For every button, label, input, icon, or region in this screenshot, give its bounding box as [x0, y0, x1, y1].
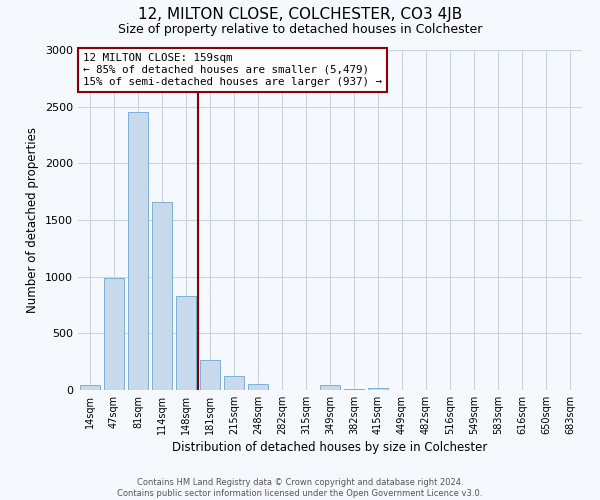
X-axis label: Distribution of detached houses by size in Colchester: Distribution of detached houses by size …: [172, 441, 488, 454]
Bar: [248, 384, 268, 390]
Bar: [80, 385, 100, 390]
Bar: [200, 360, 220, 390]
Bar: [128, 112, 148, 390]
Text: 12, MILTON CLOSE, COLCHESTER, CO3 4JB: 12, MILTON CLOSE, COLCHESTER, CO3 4JB: [138, 8, 462, 22]
Bar: [320, 386, 340, 390]
Bar: [104, 278, 124, 390]
Bar: [224, 376, 244, 390]
Bar: [176, 296, 196, 390]
Text: 12 MILTON CLOSE: 159sqm
← 85% of detached houses are smaller (5,479)
15% of semi: 12 MILTON CLOSE: 159sqm ← 85% of detache…: [83, 54, 382, 86]
Y-axis label: Number of detached properties: Number of detached properties: [26, 127, 40, 313]
Bar: [368, 388, 388, 390]
Text: Contains HM Land Registry data © Crown copyright and database right 2024.
Contai: Contains HM Land Registry data © Crown c…: [118, 478, 482, 498]
Bar: [152, 202, 172, 390]
Text: Size of property relative to detached houses in Colchester: Size of property relative to detached ho…: [118, 22, 482, 36]
